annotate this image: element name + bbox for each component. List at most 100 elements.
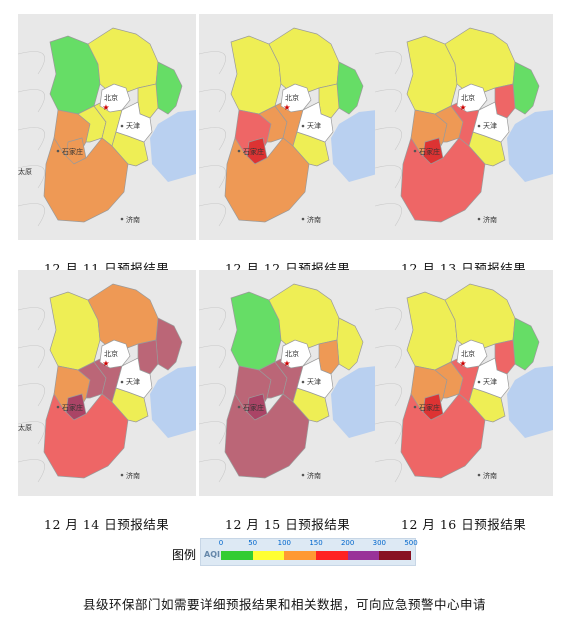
label-shijiazhuang: 石家庄	[243, 403, 264, 412]
city-dot-icon	[413, 149, 417, 153]
city-dot-icon	[477, 380, 481, 384]
forecast-panel-5: ★ 北京天津石家庄济南 12 月 15 日预报结果	[199, 270, 377, 532]
region-tj	[115, 101, 153, 143]
capital-star-icon: ★	[459, 359, 466, 368]
legend-swatch	[347, 551, 380, 560]
label-tianjin: 天津	[126, 122, 140, 130]
region-s	[43, 393, 129, 479]
sea-area	[331, 110, 377, 182]
region-tj	[296, 101, 334, 143]
region-tj	[115, 357, 153, 399]
beijing-area	[456, 339, 488, 369]
label-jinan: 济南	[126, 215, 140, 224]
city-dot-icon	[413, 405, 417, 409]
legend-swatch	[221, 551, 253, 560]
capital-star-icon: ★	[102, 103, 109, 112]
capital-star-icon: ★	[283, 103, 290, 112]
capital-star-icon: ★	[283, 359, 290, 368]
legend-tick: 200	[340, 539, 355, 547]
label-tianjin: 天津	[483, 378, 497, 386]
city-dot-icon	[56, 149, 60, 153]
label-beijing: 北京	[104, 349, 118, 358]
forecast-caption: 12 月 15 日预报结果	[225, 517, 351, 532]
label-beijing: 北京	[461, 93, 475, 102]
city-dot-icon	[301, 217, 305, 221]
city-dot-icon	[237, 149, 241, 153]
label-jinan: 济南	[307, 471, 321, 480]
footnote: 县级环保部门如需要详细预报结果和相关数据，可向应急预警中心申请	[82, 597, 486, 612]
region-tj	[296, 357, 334, 399]
forecast-panel-3: ★ 北京 天津 石家庄 济南 12 月 13 日预报结果	[375, 14, 553, 276]
label-shijiazhuang: 石家庄	[62, 403, 83, 412]
label-jinan: 济南	[483, 215, 497, 224]
region-s	[43, 137, 129, 223]
city-dot-icon	[301, 473, 305, 477]
sea-area	[331, 366, 377, 438]
label-shijiazhuang: 石家庄	[419, 403, 440, 412]
region-s	[400, 137, 486, 223]
city-dot-icon	[120, 124, 124, 128]
label-beijing: 北京	[285, 93, 299, 102]
label-shijiazhuang: 石家庄	[62, 147, 83, 156]
label-beijing: 北京	[104, 93, 118, 102]
region-tj	[472, 101, 510, 143]
legend-tick: 0	[218, 539, 224, 547]
beijing-area	[99, 339, 131, 369]
label-tianjin: 天津	[483, 122, 497, 130]
sea-area	[507, 366, 553, 438]
legend-tick: 300	[372, 539, 387, 547]
label-jinan: 济南	[126, 471, 140, 480]
label-jinan: 济南	[307, 215, 321, 224]
city-dot-icon	[477, 217, 481, 221]
label-shijiazhuang: 石家庄	[243, 147, 264, 156]
label-taiyuan: 太原	[18, 167, 32, 176]
label-beijing: 北京	[461, 349, 475, 358]
label-jinan: 济南	[483, 471, 497, 480]
city-dot-icon	[120, 473, 124, 477]
region-s	[400, 393, 486, 479]
beijing-area	[280, 339, 312, 369]
city-dot-icon	[237, 405, 241, 409]
beijing-area	[456, 83, 488, 113]
label-taiyuan: 太原	[18, 423, 32, 432]
legend-aqi-label: AQI	[204, 550, 220, 559]
label-tianjin: 天津	[307, 378, 321, 386]
legend-swatch	[284, 551, 317, 560]
legend-color-bar	[221, 551, 412, 560]
capital-star-icon: ★	[459, 103, 466, 112]
aqi-legend: 图例 AQI 0 50 100 150 200 300 500	[172, 537, 442, 567]
legend-swatch	[379, 551, 412, 560]
forecast-panel-6: ★ 北京天津石家庄济南 12 月 16 日预报结果	[375, 270, 553, 532]
legend-label: 图例	[172, 548, 197, 562]
forecast-panel-1: ★ 北京 天津 石家庄 济南 太原 12 月 11 日预报结果	[18, 14, 196, 276]
city-dot-icon	[477, 473, 481, 477]
beijing-area	[280, 83, 312, 113]
legend-swatch	[252, 551, 285, 560]
beijing-area	[99, 83, 131, 113]
sea-area	[507, 110, 553, 182]
label-beijing: 北京	[285, 349, 299, 358]
city-dot-icon	[301, 380, 305, 384]
forecast-caption: 12 月 16 日预报结果	[401, 517, 527, 532]
sea-area	[150, 110, 196, 182]
city-dot-icon	[477, 124, 481, 128]
label-tianjin: 天津	[126, 378, 140, 386]
capital-star-icon: ★	[102, 359, 109, 368]
city-dot-icon	[56, 405, 60, 409]
legend-tick: 500	[404, 539, 418, 547]
legend-swatch	[316, 551, 348, 560]
forecast-caption: 12 月 14 日预报结果	[44, 517, 170, 532]
legend-tick: 100	[277, 539, 292, 547]
label-tianjin: 天津	[307, 122, 321, 130]
legend-box: AQI 0 50 100 150 200 300 500	[200, 538, 418, 566]
forecast-panel-2: ★ 北京 天津 石家庄 济南 12 月 12 日预报结果	[199, 14, 377, 276]
sea-area	[150, 366, 196, 438]
region-tj	[472, 357, 510, 399]
city-dot-icon	[301, 124, 305, 128]
legend-tick: 150	[309, 539, 323, 547]
